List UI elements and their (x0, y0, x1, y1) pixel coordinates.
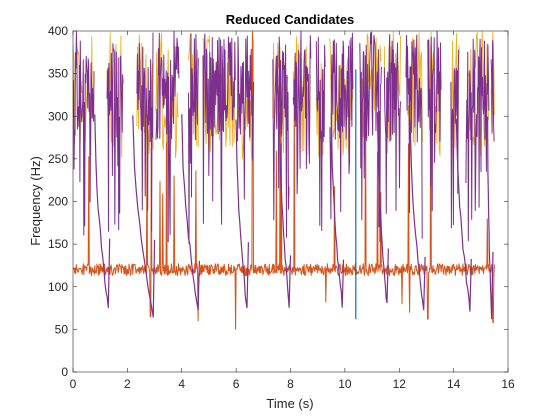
series-purple-descent-9 (487, 116, 494, 320)
series-purple-descent-5 (330, 113, 345, 308)
y-tick-label: 300 (48, 109, 68, 123)
series-purple-segment-16 (465, 38, 490, 242)
x-tick-label: 14 (447, 377, 461, 391)
series-purple-descent-6 (376, 112, 389, 304)
y-axis-label: Frequency (Hz) (28, 156, 43, 246)
y-tick-label: 150 (48, 237, 68, 251)
x-axis-label: Time (s) (266, 396, 313, 411)
series-purple-descent-0 (94, 114, 111, 309)
y-tick-label: 50 (55, 322, 69, 336)
series-purple-segment-17 (490, 40, 495, 142)
series-purple-segment-10 (329, 32, 354, 220)
series-purple-descent-7 (409, 119, 426, 311)
series-purple-descent-3 (235, 119, 249, 309)
x-tick-label: 2 (124, 377, 131, 391)
series-layer (73, 31, 495, 330)
chart-title: Reduced Candidates (226, 12, 355, 27)
series-purple-segment-4 (188, 33, 199, 245)
series-purple-segment-3 (155, 31, 180, 243)
series-purple-segment-2 (136, 32, 154, 232)
x-tick-label: 6 (233, 377, 240, 391)
series-purple-segment-13 (405, 34, 423, 239)
series-purple-segment-8 (292, 31, 312, 195)
series-yellow-segment-4 (188, 33, 199, 148)
x-tick-label: 8 (287, 377, 294, 391)
series-yellow-segment-11 (359, 33, 382, 140)
x-tick-label: 16 (501, 377, 515, 391)
series-purple-descent-1 (132, 115, 156, 318)
x-tick-label: 12 (393, 377, 407, 391)
y-tick-label: 0 (61, 365, 68, 379)
series-purple-descent-2 (181, 114, 200, 311)
y-tick-label: 350 (48, 67, 68, 81)
series-purple-segment-5 (202, 33, 236, 225)
y-tick-label: 100 (48, 280, 68, 294)
x-tick-label: 4 (178, 377, 185, 391)
series-purple-segment-15 (450, 49, 460, 229)
series-purple-segment-9 (315, 36, 326, 231)
series-purple-segment-12 (383, 34, 401, 214)
series-purple-descent-4 (279, 113, 292, 308)
y-tick-label: 250 (48, 152, 68, 166)
series-purple-descent-8 (455, 118, 472, 312)
series-purple-segment-14 (427, 31, 442, 212)
series-purple-segment-11 (359, 31, 382, 243)
series-purple-segment-1 (106, 43, 124, 232)
y-tick-label: 400 (48, 24, 68, 38)
y-tick-label: 200 (48, 195, 68, 209)
series-purple-segment-6 (237, 35, 255, 200)
series-purple-segment-7 (272, 36, 290, 238)
ticks-layer: 0 2 4 6 8 10 12 14 16 0 50 100 150 200 250 300 350 400 (48, 24, 515, 391)
x-tick-label: 0 (70, 377, 77, 391)
x-tick-label: 10 (338, 377, 352, 391)
series-purple-segment-0 (73, 31, 95, 236)
